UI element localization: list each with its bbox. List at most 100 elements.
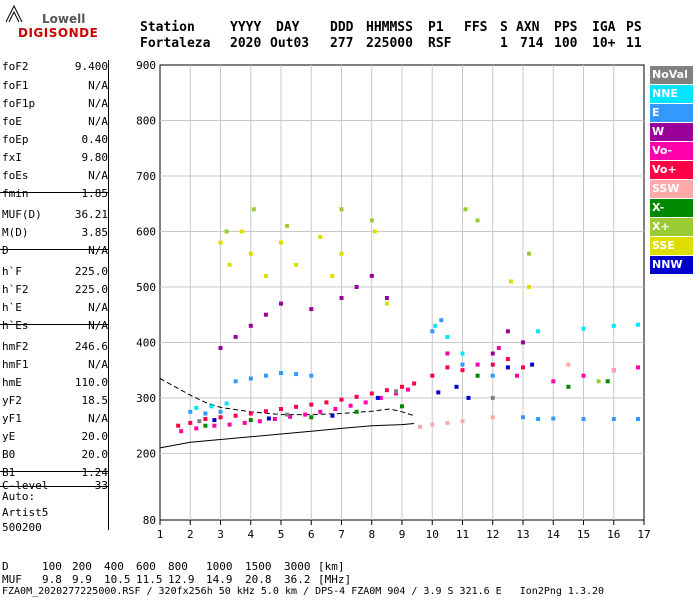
echo-point (475, 373, 480, 378)
echo-point (339, 207, 344, 212)
echo-point (527, 285, 531, 289)
legend-item-vo-minus: Vo- (650, 142, 693, 160)
x-tick-label: 11 (456, 528, 469, 541)
param-row: h`E N/A (2, 299, 108, 316)
echo-point (263, 273, 268, 278)
echo-point (551, 379, 556, 384)
echo-point (179, 429, 184, 434)
echo-point (212, 423, 217, 428)
param-value: N/A (88, 301, 108, 314)
echo-point (445, 351, 450, 356)
legend-item-vo-plus: Vo+ (650, 161, 693, 179)
echo-point (333, 407, 338, 411)
footer-d-value: 1000 (206, 560, 233, 573)
param-row: h`F2 225.0 (2, 281, 108, 298)
param-label: B1 (2, 466, 16, 479)
echo-point (436, 390, 441, 395)
echo-point (285, 223, 290, 228)
echo-point (460, 362, 465, 367)
echo-point (233, 379, 238, 384)
param-label: MUF(D) (2, 208, 42, 221)
echo-point (212, 418, 217, 423)
param-label: yF2 (2, 394, 22, 407)
header-value-s: 1 (500, 36, 508, 51)
y-tick-label: 80 (143, 514, 156, 527)
echo-point (233, 413, 238, 418)
echo-point (348, 403, 353, 408)
echo-point (339, 397, 344, 402)
echo-point (279, 407, 283, 411)
echo-point (224, 229, 229, 234)
header-label-iga: IGA (592, 20, 616, 35)
echo-point (439, 318, 444, 323)
param-value: 3.85 (81, 226, 109, 239)
footer-d-value: 1500 (245, 560, 272, 573)
series-vo- (176, 357, 525, 428)
param-value: 1.24 (81, 466, 109, 479)
echo-point (636, 365, 640, 370)
footer-muf-value: [MHz] (318, 573, 352, 586)
header-label-ddd: DDD (330, 20, 354, 35)
legend-item-x-minus: X- (650, 199, 693, 217)
x-tick-label: 3 (217, 528, 224, 541)
echo-point (384, 301, 389, 306)
header-label-hhmmss: HHMMSS (366, 20, 413, 35)
echo-point (508, 279, 513, 284)
echo-point (445, 365, 450, 370)
echo-point (272, 417, 277, 421)
x-tick-label: 14 (547, 528, 561, 541)
footer-muf-value: 10.5 (104, 573, 131, 586)
param-row: M(D) 3.85 (2, 224, 108, 241)
param-value: 0.40 (81, 133, 109, 146)
param-value: N/A (88, 412, 108, 425)
series-w (218, 273, 525, 356)
echo-point (279, 301, 283, 306)
echo-point (505, 329, 510, 334)
echo-point (596, 379, 601, 384)
x-tick-label: 6 (308, 528, 315, 541)
echo-point (369, 391, 374, 396)
ionogram-chart: 1 2 3 4 5 6 7 8 9 10 11 12 13 14 15 16 17802003004005006… (136, 59, 650, 541)
param-value: N/A (88, 319, 108, 332)
echo-point (363, 400, 368, 405)
footer-muf-values: 9.8 9.9 10.5 11.5 12.9 14.9 20.8 36.2 [MHz] (0, 573, 360, 586)
echo-point (460, 419, 465, 424)
footer-info: FZA0M_2020277225000.RSF / 320fx256h 50 k… (2, 586, 605, 597)
echo-point (384, 296, 389, 300)
param-row: yF2 18.5 (2, 392, 108, 409)
param-value: N/A (88, 244, 108, 257)
param-label: fmin (2, 187, 29, 200)
echo-point (203, 423, 208, 428)
echo-point (430, 329, 435, 334)
echo-point (197, 419, 202, 424)
echo-point (551, 416, 556, 421)
x-tick-label: 10 (426, 528, 439, 541)
separator (0, 249, 108, 250)
echo-point (611, 323, 616, 328)
echo-point (527, 251, 531, 256)
param-row: h`Es N/A (2, 317, 108, 334)
footer-d-value: 800 (168, 560, 188, 573)
y-tick-label: 600 (136, 225, 156, 238)
clevel-label: C-level (2, 479, 49, 492)
echo-point (412, 381, 417, 386)
echo-point (257, 419, 262, 424)
echo-point (521, 340, 525, 345)
clevel-value: 33 (94, 479, 108, 492)
echo-point (224, 401, 229, 406)
param-row: B1 1.24 (2, 464, 108, 481)
echo-point (505, 357, 510, 362)
header-value-station: Fortaleza (140, 36, 211, 51)
echo-point (218, 346, 223, 350)
echo-point (521, 365, 525, 370)
footer-muf-value: 12.9 (168, 573, 195, 586)
echo-point (536, 417, 541, 421)
echo-point (515, 373, 519, 378)
param-label: foE (2, 115, 22, 128)
param-row: foEp 0.40 (2, 131, 108, 148)
y-tick-label: 500 (136, 281, 156, 294)
echo-point (636, 322, 640, 327)
x-tick-label: 17 (637, 528, 650, 541)
echo-point (406, 387, 410, 392)
param-value: 20.0 (81, 448, 109, 461)
